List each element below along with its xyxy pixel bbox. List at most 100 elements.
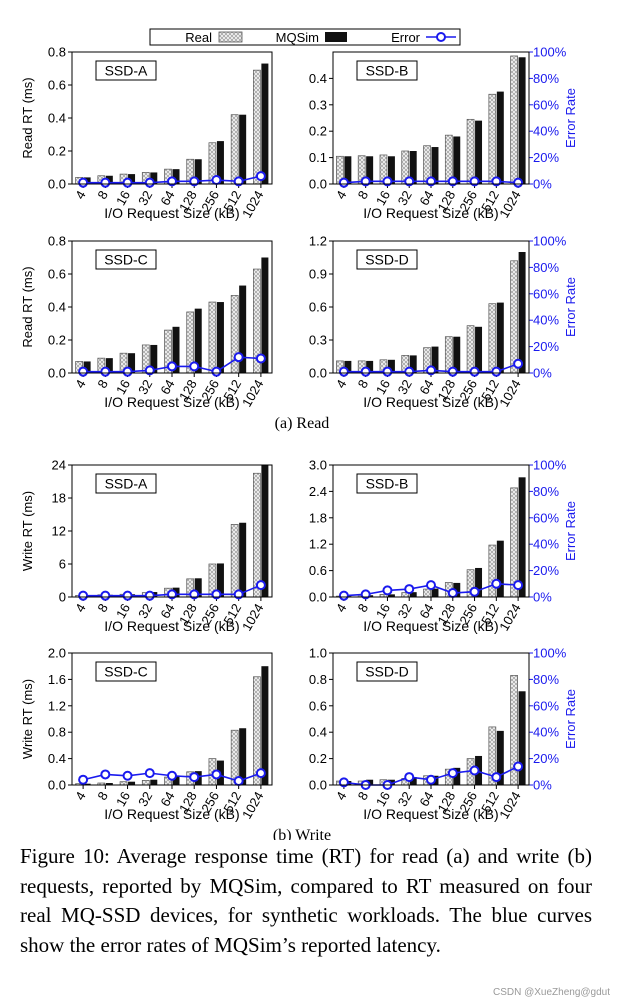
y2-tick-label: 60% [533,698,559,713]
x-tick-label: 16 [113,789,133,809]
y2-tick-label: 80% [533,672,559,687]
y-tick-label: 0.3 [309,97,327,112]
bar-mqsim [387,156,395,184]
figure-10: Real MQSim Error (a) Read (b) Write 0.00… [20,28,578,840]
x-tick-label: 16 [373,188,393,208]
x-tick-label: 1024 [496,789,523,822]
x-tick-label: 8 [94,789,111,803]
bar-mqsim [409,592,417,597]
bar-mqsim [261,257,269,373]
bar-real [253,69,261,185]
y-tick-label: 1.2 [309,234,327,249]
bar-mqsim [172,169,180,184]
x-tick-label: 16 [373,789,393,809]
x-axis-label: I/O Request Size (kB) [104,205,239,221]
bar-mqsim [453,336,461,373]
bar-mqsim [128,781,136,785]
error-marker [513,761,524,772]
legend-label-mqsim: MQSim [276,30,319,45]
error-marker [78,366,89,377]
y-tick-label: 0.0 [309,590,327,605]
bar-real [208,301,217,374]
y-tick-label: 0.8 [48,45,66,60]
y-axis-label: Write RT (ms) [20,679,35,759]
error-marker [189,772,200,783]
panel-title: SSD-D [365,664,409,680]
legend: Real MQSim Error [149,28,461,46]
y2-tick-label: 100% [533,45,567,60]
bar-mqsim [128,174,136,184]
panel-title-box [95,249,157,270]
y-tick-label: 2.4 [309,484,327,499]
bar-real [230,524,239,598]
bar-mqsim [518,691,526,785]
bar-mqsim [475,326,483,373]
y-tick-label: 0.0 [309,778,327,793]
bar-mqsim [194,159,202,184]
bar-mqsim [216,302,224,373]
error-marker [382,176,393,187]
y-tick-label: 1.8 [309,510,327,525]
bar-mqsim [239,114,247,184]
y-tick-label: 0.6 [309,300,327,315]
legend-swatch-error-marker [436,32,446,42]
x-tick-label: 32 [135,377,155,397]
y-tick-label: 0.6 [48,78,66,93]
error-marker [167,770,177,781]
error-marker [211,589,222,600]
x-tick-label: 32 [135,601,155,621]
bar-mqsim [518,477,526,597]
x-tick-label: 1024 [239,789,266,822]
y-tick-label: 0 [59,590,66,605]
bar-mqsim [496,91,504,184]
y-tick-label: 6 [59,557,66,572]
y-tick-label: 0.0 [48,778,66,793]
error-marker [122,177,133,188]
error-marker [167,361,177,372]
x-tick-label: 8 [94,601,111,615]
bar-mqsim [475,120,483,184]
error-marker [513,177,524,188]
y2-tick-label: 0% [533,590,552,605]
bar-mqsim [431,346,439,373]
y-tick-label: 3.0 [309,458,327,473]
bar-mqsim [453,767,461,785]
error-marker [100,590,111,601]
error-marker [338,366,349,377]
bar-mqsim [409,777,417,785]
y-tick-label: 1.2 [309,537,327,552]
error-marker [513,580,524,591]
error-marker [189,589,200,600]
y-tick-label: 1.2 [48,698,66,713]
error-marker [255,768,266,779]
panel-title: SSD-C [104,664,148,680]
plot-frame [71,51,273,185]
y2-tick-label: 80% [533,260,559,275]
y-tick-label: 18 [52,491,66,506]
section-caption-write: (b) Write [273,827,331,840]
y2-tick-label: 60% [533,97,559,112]
x-tick-label: 4 [333,601,350,615]
y2-axis-label: Error Rate [563,501,578,561]
x-tick-label: 4 [333,188,350,202]
legend-swatch-mqsim [325,32,347,42]
x-tick-label: 64 [157,377,177,397]
y2-tick-label: 100% [533,646,567,661]
y-tick-label: 0.3 [309,333,327,348]
x-tick-label: 1024 [496,377,523,410]
plot-frame [332,652,530,786]
y-tick-label: 0.6 [309,563,327,578]
x-tick-label: 64 [416,377,436,397]
bar-mqsim [344,360,352,373]
x-tick-label: 64 [416,789,436,809]
panel-title-box [95,60,157,81]
y-tick-label: 0.4 [48,111,66,126]
x-axis-label: I/O Request Size (kB) [104,806,239,822]
y2-tick-label: 20% [533,751,559,766]
bar-mqsim [261,465,269,597]
y-tick-label: 0.0 [309,177,327,192]
bar-mqsim [261,63,269,184]
